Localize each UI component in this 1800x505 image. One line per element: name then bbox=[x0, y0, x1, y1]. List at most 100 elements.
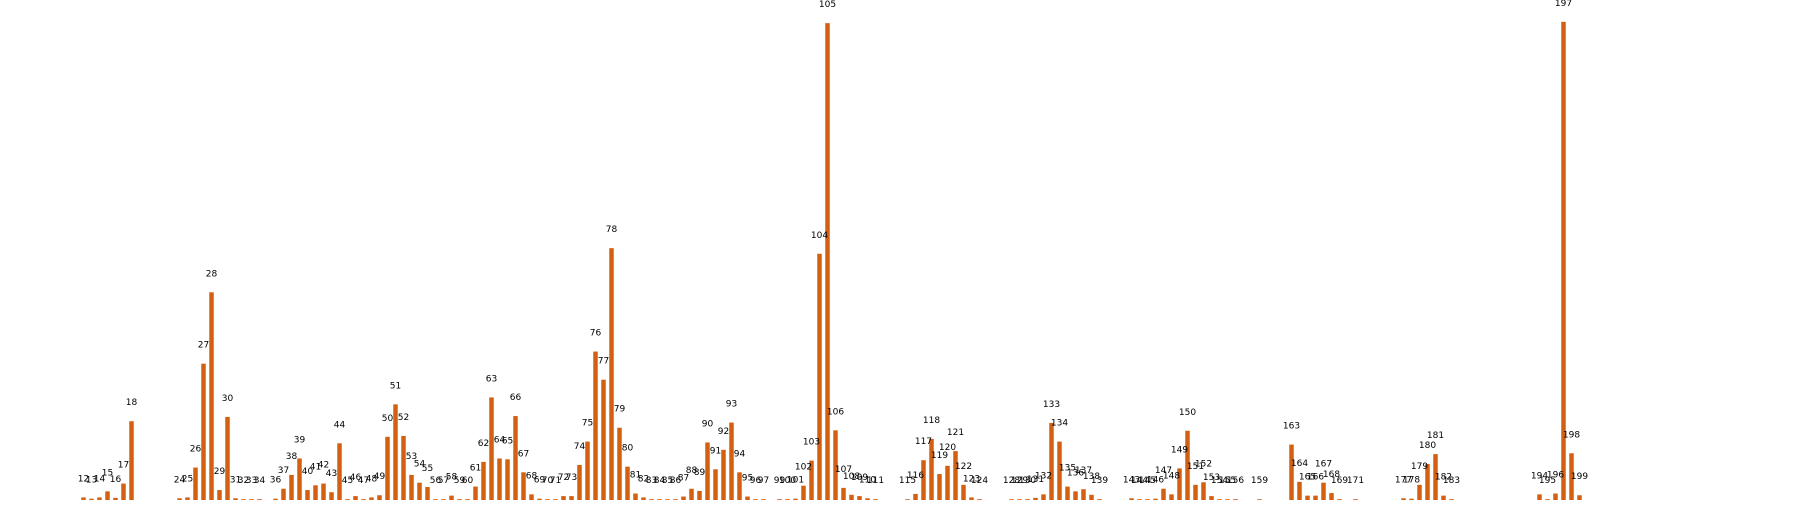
bar-label-182: 182 bbox=[1435, 473, 1452, 483]
bar-label-138: 138 bbox=[1083, 472, 1100, 482]
bar-52 bbox=[401, 435, 406, 500]
bar-label-15: 15 bbox=[102, 468, 113, 478]
bar-label-31: 31 bbox=[230, 475, 241, 485]
bar-label-139: 139 bbox=[1091, 476, 1108, 486]
bar-136 bbox=[1073, 491, 1078, 500]
bar-label-60: 60 bbox=[462, 476, 474, 486]
bar-label-65: 65 bbox=[502, 436, 513, 446]
bar-label-50: 50 bbox=[382, 414, 394, 424]
bar-180 bbox=[1425, 464, 1430, 500]
bar-194 bbox=[1537, 494, 1542, 500]
bar-label-152: 152 bbox=[1195, 459, 1212, 469]
bar-147 bbox=[1161, 488, 1166, 500]
bar-75 bbox=[585, 441, 590, 500]
bar-40 bbox=[305, 490, 310, 500]
bar-label-181: 181 bbox=[1427, 431, 1444, 441]
bar-label-66: 66 bbox=[510, 393, 522, 403]
bar-label-68: 68 bbox=[526, 471, 538, 481]
bar-label-64: 64 bbox=[494, 435, 506, 445]
bar-138 bbox=[1089, 494, 1094, 500]
bar-label-57: 57 bbox=[438, 476, 449, 486]
bar-123 bbox=[969, 497, 974, 500]
bar-label-33: 33 bbox=[246, 476, 257, 486]
bar-label-167: 167 bbox=[1315, 460, 1332, 470]
bar-197 bbox=[1561, 21, 1566, 501]
bar-153 bbox=[1209, 496, 1214, 500]
bar-label-91: 91 bbox=[710, 446, 721, 456]
bar-label-81: 81 bbox=[630, 471, 641, 481]
bar-label-145: 145 bbox=[1139, 476, 1156, 486]
bar-92 bbox=[721, 449, 726, 500]
bar-label-52: 52 bbox=[398, 413, 409, 423]
bar-label-168: 168 bbox=[1323, 470, 1340, 480]
bars-layer bbox=[81, 21, 1582, 501]
bar-label-54: 54 bbox=[414, 460, 426, 470]
bar-label-70: 70 bbox=[542, 476, 554, 486]
bar-120 bbox=[945, 465, 950, 500]
bar-122 bbox=[961, 484, 966, 500]
bar-152 bbox=[1201, 482, 1206, 500]
bar-label-156: 156 bbox=[1227, 476, 1244, 486]
bar-77 bbox=[601, 379, 606, 500]
bar-label-87: 87 bbox=[678, 474, 689, 484]
bar-182 bbox=[1441, 495, 1446, 500]
bar-94 bbox=[737, 472, 742, 500]
bar-label-130: 130 bbox=[1019, 476, 1036, 486]
bar-label-47: 47 bbox=[358, 476, 369, 486]
bar-31 bbox=[233, 498, 238, 500]
bar-54 bbox=[417, 482, 422, 500]
bar-58 bbox=[449, 495, 454, 500]
bar-label-107: 107 bbox=[835, 465, 852, 475]
bar-label-134: 134 bbox=[1051, 419, 1068, 429]
bar-63 bbox=[489, 397, 494, 500]
bar-label-42: 42 bbox=[318, 461, 329, 471]
bar-label-17: 17 bbox=[118, 461, 129, 471]
bar-164 bbox=[1297, 481, 1302, 500]
bar-135 bbox=[1065, 486, 1070, 500]
bar-87 bbox=[681, 496, 686, 500]
bar-label-53: 53 bbox=[406, 452, 417, 462]
bar-label-90: 90 bbox=[702, 419, 714, 429]
bar-89 bbox=[697, 490, 702, 500]
bar-72 bbox=[561, 496, 566, 500]
bar-133 bbox=[1049, 422, 1054, 500]
bar-38 bbox=[289, 474, 294, 500]
bar-label-78: 78 bbox=[606, 225, 618, 235]
bar-166 bbox=[1313, 495, 1318, 500]
bar-label-177: 177 bbox=[1395, 475, 1412, 485]
bar-150 bbox=[1185, 430, 1190, 500]
bar-48 bbox=[369, 497, 374, 500]
bar-label-41: 41 bbox=[310, 462, 321, 472]
bar-178 bbox=[1409, 498, 1414, 500]
bar-label-137: 137 bbox=[1075, 466, 1092, 476]
bar-label-164: 164 bbox=[1291, 459, 1308, 469]
bar-168 bbox=[1329, 493, 1334, 500]
bar-label-24: 24 bbox=[174, 475, 186, 485]
bar-label-198: 198 bbox=[1563, 430, 1580, 440]
bar-label-109: 109 bbox=[851, 473, 868, 483]
bar-78 bbox=[609, 248, 614, 500]
bar-label-14: 14 bbox=[94, 474, 106, 484]
bar-label-61: 61 bbox=[470, 464, 481, 474]
bar-label-131: 131 bbox=[1027, 475, 1044, 485]
bar-label-88: 88 bbox=[686, 466, 698, 476]
bar-label-27: 27 bbox=[198, 341, 209, 351]
bar-37 bbox=[281, 488, 286, 500]
bar-label-49: 49 bbox=[374, 472, 386, 482]
bar-label-124: 124 bbox=[971, 476, 988, 486]
bar-label-32: 32 bbox=[238, 476, 249, 486]
bar-148 bbox=[1169, 494, 1174, 500]
bar-30 bbox=[225, 416, 230, 500]
bar-label-180: 180 bbox=[1419, 441, 1436, 451]
bar-label-69: 69 bbox=[534, 476, 546, 486]
bar-64 bbox=[497, 458, 502, 500]
bar-label-102: 102 bbox=[795, 463, 812, 473]
bar-12 bbox=[81, 497, 86, 500]
bar-label-197: 197 bbox=[1555, 0, 1572, 9]
bar-label-29: 29 bbox=[214, 467, 226, 477]
bar-13 bbox=[89, 498, 94, 500]
bar-label-92: 92 bbox=[718, 427, 729, 437]
bar-66 bbox=[513, 416, 518, 500]
bar-17 bbox=[121, 483, 126, 500]
